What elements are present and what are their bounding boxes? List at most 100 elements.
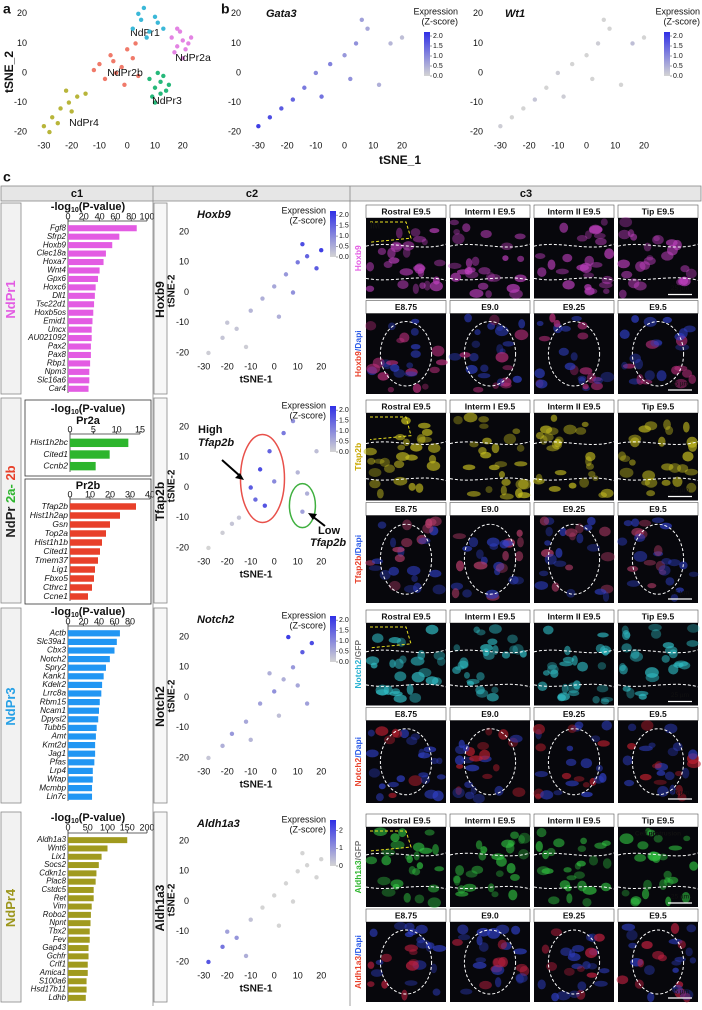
data-point bbox=[313, 70, 319, 76]
cell bbox=[366, 261, 375, 272]
y-tick-label: -20 bbox=[14, 126, 27, 136]
cell bbox=[562, 656, 575, 663]
y-tick-label: -20 bbox=[176, 347, 189, 357]
cell bbox=[535, 793, 542, 800]
cell bbox=[547, 259, 556, 270]
cell bbox=[488, 464, 500, 471]
outline bbox=[449, 683, 531, 688]
axis-title-part: (P-value) bbox=[79, 812, 126, 824]
y-tick-label: -20 bbox=[176, 956, 189, 966]
cell bbox=[638, 519, 651, 527]
cell bbox=[482, 773, 493, 779]
y-tick-label: 0 bbox=[236, 67, 241, 77]
cell bbox=[424, 789, 439, 799]
panel-letter: a bbox=[3, 1, 11, 17]
cell bbox=[392, 546, 405, 553]
y-tick-label: 0 bbox=[184, 896, 189, 906]
cell bbox=[576, 860, 586, 867]
channel-part: Aldh1a3 bbox=[353, 860, 363, 893]
channel-part: /Dapi bbox=[353, 330, 363, 351]
data-point bbox=[158, 79, 163, 85]
cell bbox=[551, 582, 560, 592]
cell bbox=[674, 332, 686, 341]
cell bbox=[453, 644, 461, 652]
cell bbox=[670, 923, 680, 934]
outline bbox=[449, 885, 531, 890]
cell bbox=[390, 833, 400, 842]
x-tick-label: -30 bbox=[197, 970, 210, 980]
cell bbox=[432, 988, 441, 996]
data-point bbox=[58, 106, 63, 111]
x-tick-label: 40 bbox=[94, 616, 104, 626]
category-label: Aldh1a3 bbox=[36, 835, 67, 844]
cell bbox=[459, 352, 471, 358]
panel-title: Tip E9.5 bbox=[642, 401, 675, 411]
cell bbox=[534, 368, 545, 379]
y-tick-label: -10 bbox=[470, 97, 483, 107]
data-point bbox=[102, 76, 108, 82]
cell bbox=[508, 889, 518, 901]
cell bbox=[421, 428, 433, 437]
cell bbox=[388, 566, 400, 576]
cell bbox=[369, 928, 378, 938]
bar bbox=[70, 575, 94, 582]
x-tick-label: 20 bbox=[316, 556, 326, 566]
cell bbox=[462, 744, 470, 752]
cell bbox=[518, 478, 532, 490]
data-point bbox=[309, 640, 315, 646]
cell bbox=[650, 629, 662, 639]
bar bbox=[68, 724, 97, 731]
cell bbox=[588, 470, 596, 478]
cell bbox=[642, 470, 656, 481]
cell bbox=[582, 782, 590, 788]
cell bbox=[365, 856, 378, 865]
category-label: Mcmbp bbox=[39, 783, 66, 792]
cell bbox=[517, 255, 525, 263]
bar bbox=[68, 301, 95, 308]
axis-title-part: -log bbox=[51, 403, 71, 415]
cell bbox=[600, 218, 608, 226]
cell bbox=[585, 463, 594, 470]
cell bbox=[452, 666, 461, 674]
cell bbox=[377, 247, 387, 256]
micrograph bbox=[534, 922, 614, 1002]
cell bbox=[536, 827, 547, 838]
cell bbox=[502, 341, 515, 347]
bar bbox=[68, 785, 93, 792]
data-point bbox=[236, 515, 242, 520]
row-label-part: 2b bbox=[3, 465, 18, 484]
cell bbox=[455, 560, 464, 572]
data-point bbox=[304, 863, 310, 868]
bar bbox=[68, 969, 88, 976]
bar bbox=[70, 521, 110, 528]
cell bbox=[576, 966, 585, 973]
axis-title: -log10(P-value) bbox=[51, 606, 126, 619]
x-tick-label: 0 bbox=[67, 489, 72, 499]
data-point bbox=[234, 326, 239, 331]
cell bbox=[455, 891, 469, 897]
cell bbox=[428, 443, 441, 453]
cell bbox=[449, 219, 459, 226]
category-label: Hoxb5os bbox=[34, 308, 66, 317]
cell bbox=[401, 537, 413, 548]
colorbar bbox=[330, 616, 336, 662]
bar bbox=[68, 647, 115, 654]
panel-title: E9.0 bbox=[481, 709, 499, 719]
y-tick-label: -10 bbox=[176, 926, 189, 936]
bar bbox=[68, 368, 90, 375]
bar bbox=[70, 530, 106, 537]
outline bbox=[379, 321, 433, 387]
y-tick-label: -20 bbox=[228, 126, 241, 136]
cell bbox=[479, 749, 491, 761]
data-point bbox=[225, 320, 230, 325]
cell bbox=[456, 763, 464, 769]
cell bbox=[492, 645, 499, 655]
cell bbox=[551, 992, 559, 1002]
x-tick-label: 40 bbox=[145, 489, 155, 499]
category-label: Hsd17b11 bbox=[31, 985, 66, 994]
cell bbox=[585, 451, 596, 462]
cell bbox=[598, 492, 607, 499]
cell bbox=[681, 369, 693, 378]
data-point bbox=[69, 109, 74, 114]
cell bbox=[365, 656, 380, 666]
